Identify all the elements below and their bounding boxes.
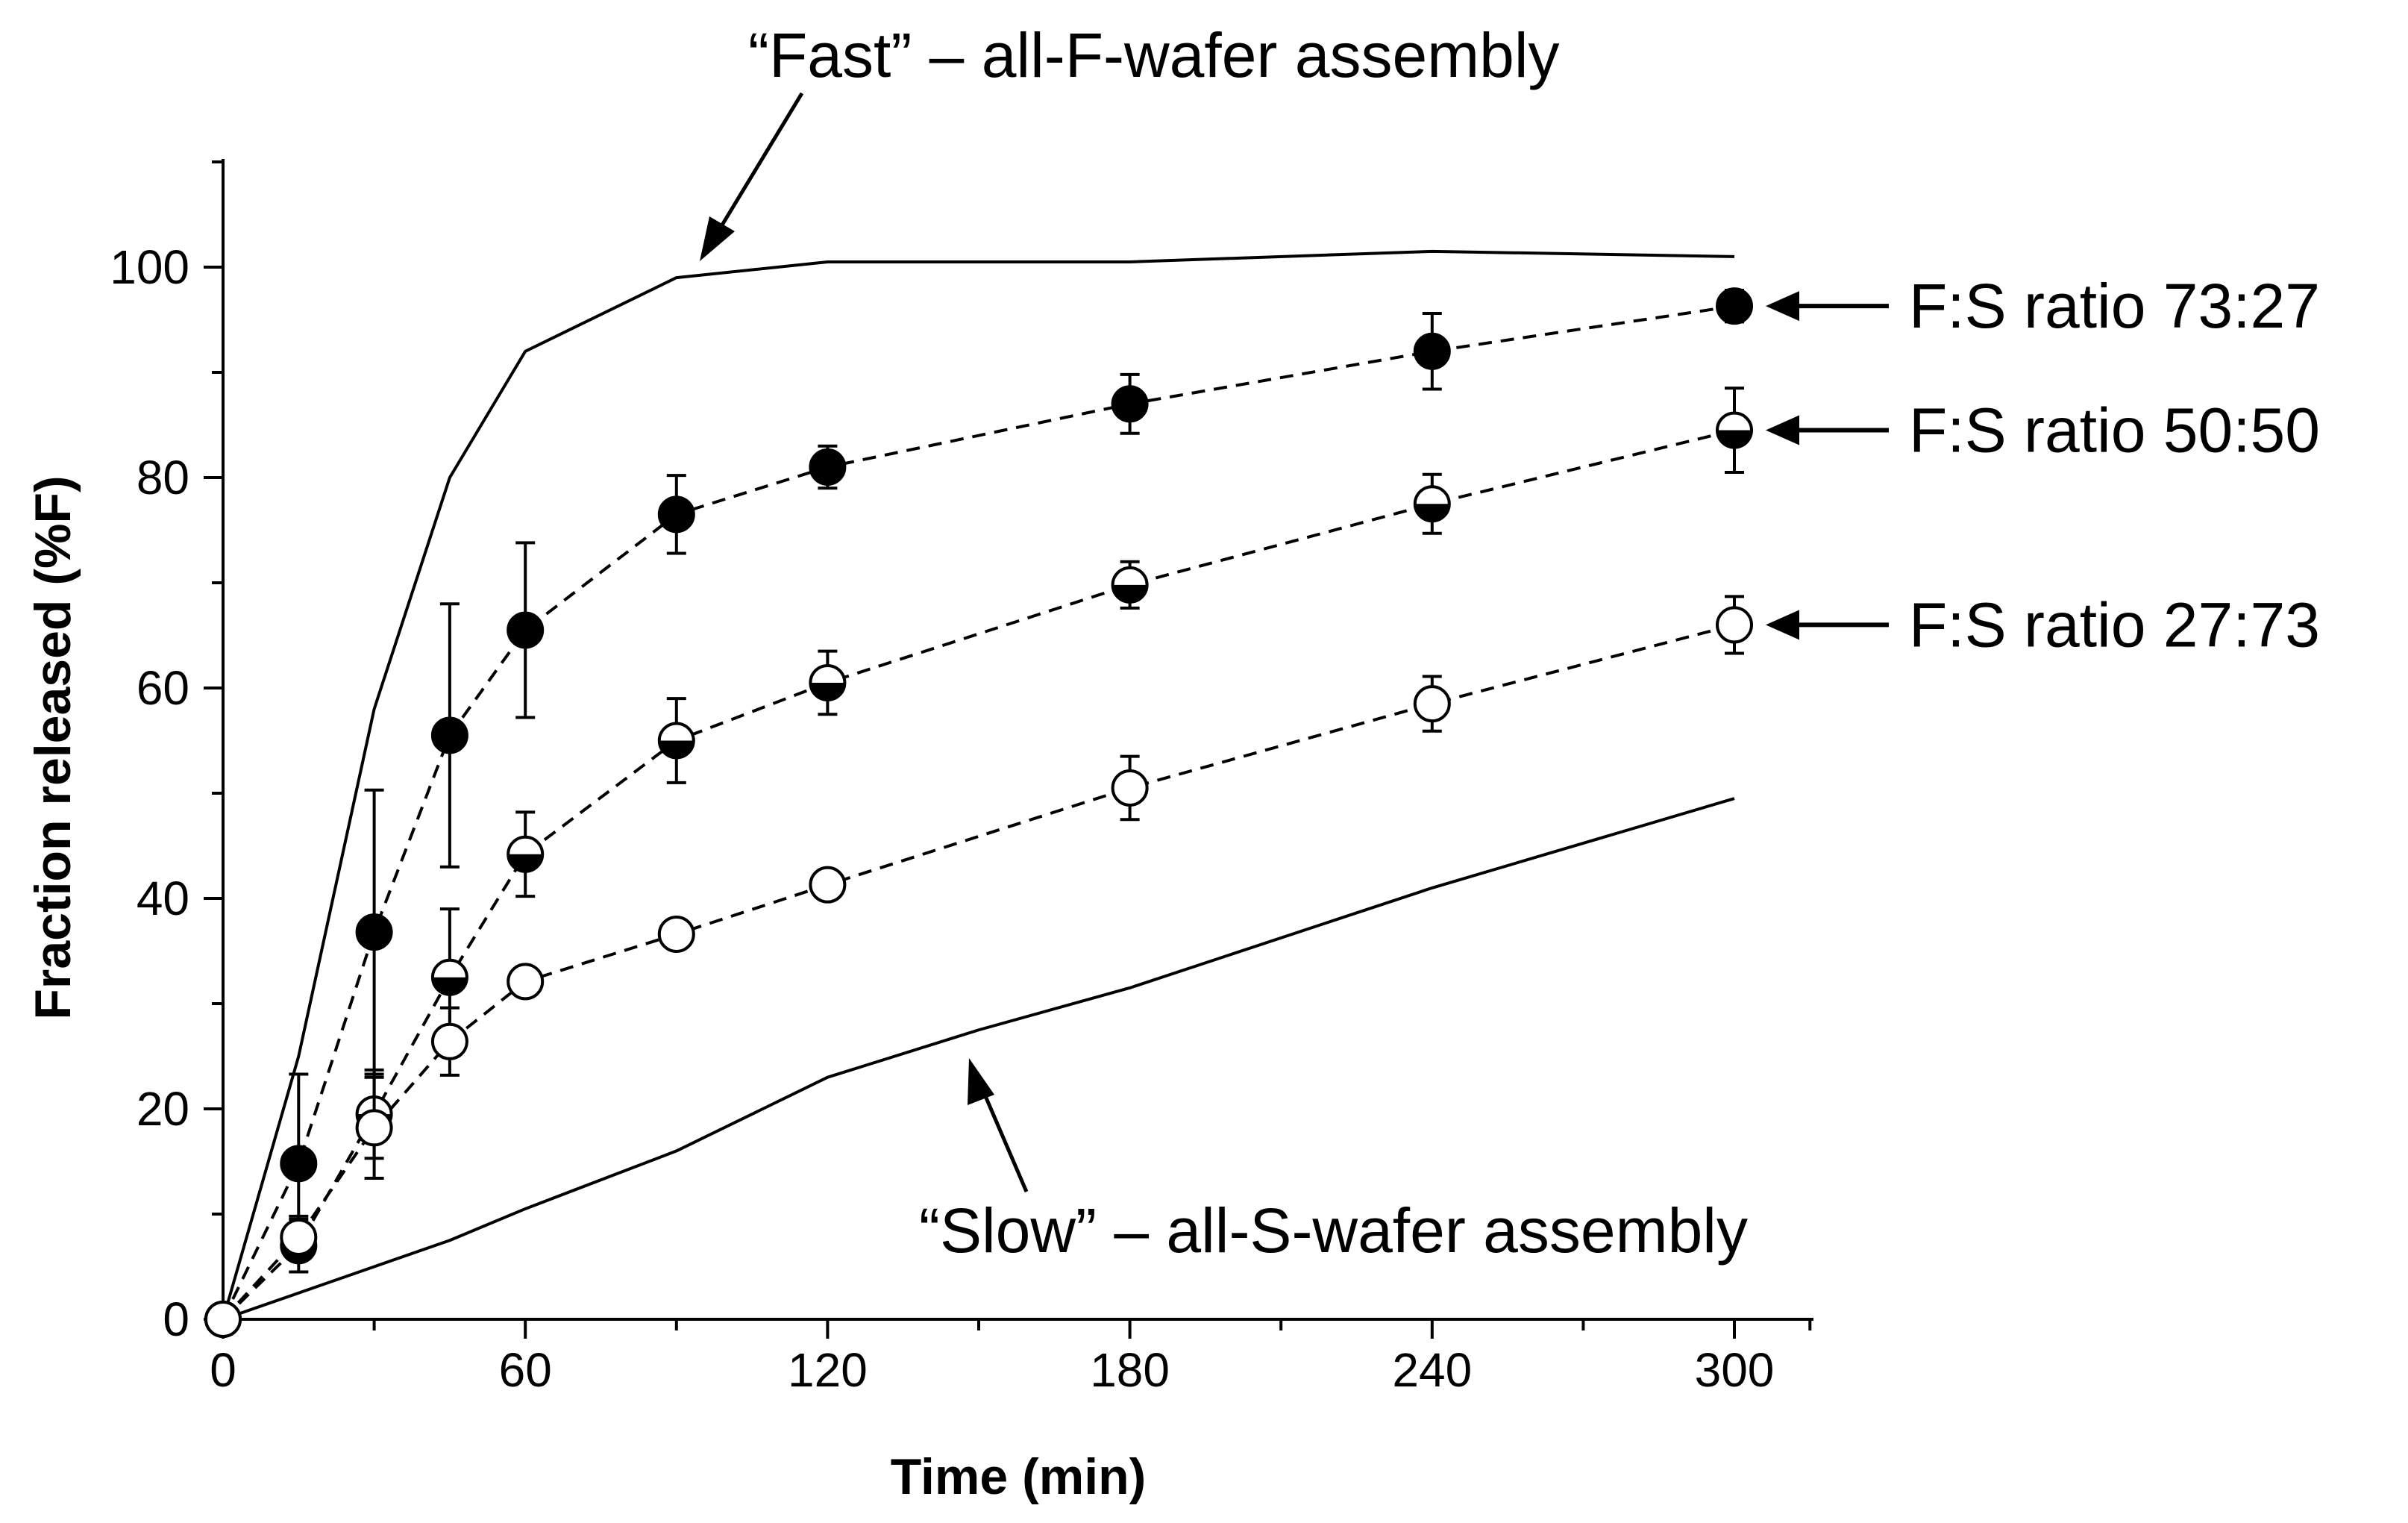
- x-tick-label: 60: [499, 1343, 552, 1397]
- axes: [222, 159, 1813, 1321]
- marker-outline: [1413, 485, 1451, 523]
- data-point-open: [204, 1301, 242, 1338]
- data-point-open: [507, 963, 545, 1001]
- marker-outline: [430, 958, 468, 996]
- series-label: F:S ratio 73:27: [1909, 271, 2320, 341]
- fast-annotation: “Fast” – all-F-wafer assembly: [748, 20, 1560, 90]
- series-label: F:S ratio 50:50: [1909, 395, 2320, 466]
- y-tick-label: 0: [163, 1292, 189, 1346]
- x-tick-label: 0: [210, 1343, 236, 1397]
- series-dashed-line: [222, 428, 1735, 1321]
- series-label-arrow-head: [1766, 415, 1799, 445]
- marker-outline: [1716, 411, 1753, 449]
- x-tick-label: 300: [1695, 1343, 1775, 1397]
- data-point-open: [355, 1109, 393, 1147]
- marker-bottom-half: [1717, 430, 1752, 448]
- data-series: F:S ratio 73:27 F:S ratio 50:50 F:S ratio …: [204, 271, 2320, 1338]
- data-point-half-filled: [1716, 411, 1753, 449]
- series-1: F:S ratio 73:27: [204, 271, 2320, 1338]
- data-point-open: [430, 1022, 468, 1060]
- data-point-open: [657, 915, 695, 953]
- y-tick-label: 20: [137, 1082, 189, 1136]
- marker-outline: [507, 835, 545, 873]
- marker-outline: [1111, 566, 1149, 604]
- data-point-filled: [355, 913, 393, 951]
- data-point-half-filled: [430, 958, 468, 996]
- annotations: “Fast” – all-F-wafer assembly “Slow” – a…: [700, 20, 1748, 1266]
- data-point-filled: [280, 1145, 318, 1183]
- marker-bottom-half: [1112, 584, 1147, 602]
- y-tick-label: 100: [110, 240, 189, 294]
- marker-bottom-half: [508, 854, 543, 872]
- data-point-half-filled: [809, 663, 847, 701]
- x-tick-label: 240: [1392, 1343, 1472, 1397]
- series-label-arrow-head: [1766, 291, 1799, 322]
- data-point-half-filled: [1413, 485, 1451, 523]
- y-tick-label: 40: [137, 872, 189, 925]
- data-point-filled: [1111, 385, 1149, 423]
- fast-reference-curve: [222, 249, 1735, 1320]
- marker-bottom-half: [1414, 504, 1449, 522]
- slow-reference-curve: [222, 797, 1735, 1321]
- x-tick-label: 180: [1090, 1343, 1170, 1397]
- x-axis-title: Time (min): [891, 1448, 1147, 1505]
- series-label-arrow-head: [1766, 610, 1799, 640]
- slow-arrow-shaft: [979, 1085, 1029, 1192]
- reference-curves: [222, 249, 1735, 1321]
- data-point-half-filled: [507, 835, 545, 873]
- series-label: F:S ratio 27:73: [1909, 590, 2320, 660]
- series-dashed-line: [222, 304, 1735, 1320]
- series-2: F:S ratio 50:50: [204, 387, 2320, 1338]
- x-tick-label: 120: [788, 1343, 868, 1397]
- fast-arrow-head: [700, 216, 735, 261]
- data-point-half-filled: [1111, 566, 1149, 604]
- marker-outline: [657, 722, 695, 760]
- data-point-filled: [1716, 287, 1753, 325]
- y-tick-label: 60: [137, 661, 189, 715]
- data-point-filled: [430, 716, 468, 754]
- data-point-filled: [507, 611, 545, 649]
- series-3: F:S ratio 27:73: [204, 590, 2320, 1338]
- data-point-open: [280, 1219, 318, 1257]
- data-point-filled: [1413, 332, 1451, 370]
- data-point-open: [1111, 769, 1149, 807]
- marker-outline: [809, 663, 847, 701]
- marker-bottom-half: [810, 682, 845, 700]
- slow-arrow-head: [968, 1058, 994, 1105]
- axis-ticks: 0 60 120 180 240 300 0 20 40 60 80 100: [110, 160, 1812, 1397]
- fast-arrow-shaft: [712, 92, 804, 239]
- marker-bottom-half: [432, 977, 467, 995]
- y-tick-label: 80: [137, 451, 189, 504]
- data-point-open: [1716, 606, 1753, 644]
- data-point-filled: [657, 495, 695, 534]
- data-point-open: [809, 866, 847, 904]
- data-point-half-filled: [657, 722, 695, 760]
- y-axis-title: Fraction released (%F): [25, 475, 81, 1019]
- marker-bottom-half: [659, 740, 694, 758]
- data-point-filled: [809, 448, 847, 486]
- data-point-open: [1413, 685, 1451, 723]
- slow-annotation: “Slow” – all-S-wafer assembly: [919, 1195, 1748, 1266]
